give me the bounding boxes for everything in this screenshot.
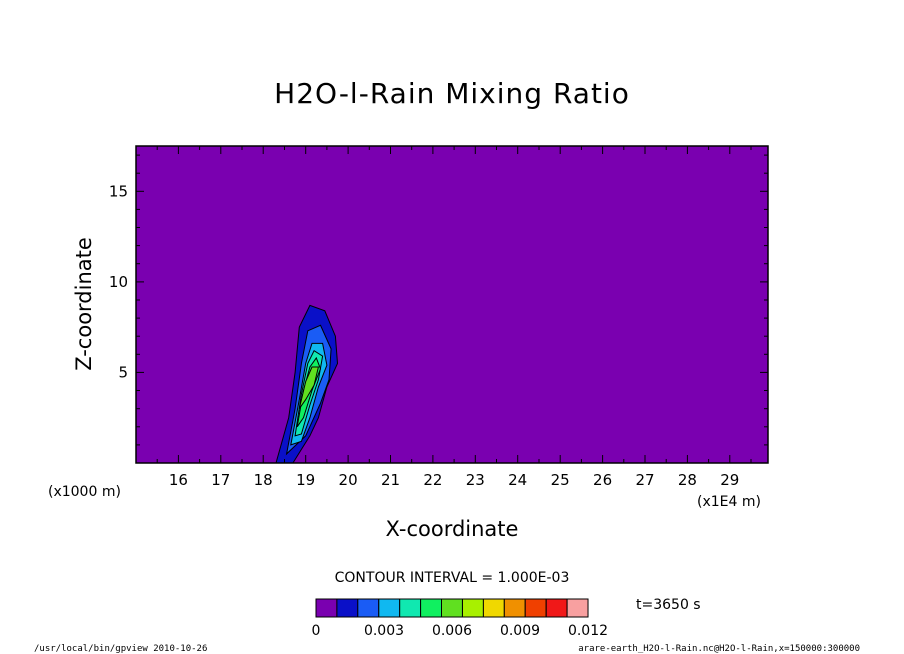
x-tick-label: 19 bbox=[296, 471, 315, 489]
x-unit-right-label: (x1E4 m) bbox=[697, 494, 761, 510]
x-tick-label: 17 bbox=[211, 471, 230, 489]
x-tick-label: 22 bbox=[423, 471, 442, 489]
colorbar-swatch bbox=[336, 598, 359, 618]
x-axis-label: X-coordinate bbox=[386, 517, 519, 541]
colorbar-label: 0.012 bbox=[568, 623, 608, 639]
contour-layer bbox=[275, 304, 339, 464]
colorbar-swatch bbox=[378, 598, 401, 618]
contour-band-6 bbox=[298, 366, 320, 409]
chart-title: H2O-l-Rain Mixing Ratio bbox=[274, 77, 630, 110]
x-tick-label: 16 bbox=[169, 471, 188, 489]
time-label: t=3650 s bbox=[636, 597, 701, 613]
x-tick-label: 29 bbox=[720, 471, 739, 489]
y-tick-label: 15 bbox=[109, 182, 128, 200]
y-tick-label: 5 bbox=[118, 363, 128, 381]
colorbar-swatch bbox=[441, 598, 463, 618]
x-axis-ticks: 16 17 18 19 20 21 22 23 24 25 26 27 28 29 bbox=[135, 146, 752, 489]
colorbar-swatch bbox=[482, 598, 505, 618]
x-tick-label: 18 bbox=[254, 471, 273, 489]
x-tick-label: 25 bbox=[551, 471, 570, 489]
colorbar-swatch bbox=[462, 598, 484, 618]
x-unit-left-label: (x1000 m) bbox=[48, 484, 121, 500]
plot-area bbox=[136, 146, 768, 463]
x-tick-label: 26 bbox=[593, 471, 612, 489]
plot-frame bbox=[135, 145, 769, 464]
x-tick-label: 23 bbox=[466, 471, 485, 489]
colorbar-swatch bbox=[524, 598, 547, 618]
x-tick-label: 27 bbox=[635, 471, 654, 489]
colorbar-label: 0.006 bbox=[432, 623, 472, 639]
x-tick-label: 20 bbox=[339, 471, 358, 489]
y-tick-label: 10 bbox=[109, 273, 128, 291]
colorbar-label: 0.003 bbox=[364, 623, 404, 639]
colorbar-swatch bbox=[545, 598, 568, 618]
colorbar-swatch bbox=[566, 598, 589, 618]
colorbar: 0 0.003 0.006 0.009 0.012 bbox=[312, 598, 608, 639]
x-tick-label: 28 bbox=[678, 471, 697, 489]
colorbar-swatch bbox=[357, 598, 380, 618]
y-axis-ticks: 5 10 15 bbox=[109, 154, 768, 446]
colorbar-label: 0.009 bbox=[500, 623, 540, 639]
x-tick-label: 21 bbox=[381, 471, 400, 489]
y-axis-label: Z-coordinate bbox=[72, 237, 96, 371]
footer-right: arare-earth_H2O-l-Rain.nc@H2O-l-Rain,x=1… bbox=[578, 644, 860, 654]
colorbar-swatch bbox=[420, 598, 443, 618]
footer-left: /usr/local/bin/gpview 2010-10-26 bbox=[34, 644, 207, 654]
colorbar-swatch bbox=[399, 598, 422, 618]
colorbar-swatch bbox=[315, 598, 338, 618]
x-tick-label: 24 bbox=[508, 471, 527, 489]
colorbar-label: 0 bbox=[312, 623, 321, 639]
colorbar-swatch bbox=[503, 598, 526, 618]
contour-interval-label: CONTOUR INTERVAL = 1.000E-03 bbox=[335, 570, 570, 586]
